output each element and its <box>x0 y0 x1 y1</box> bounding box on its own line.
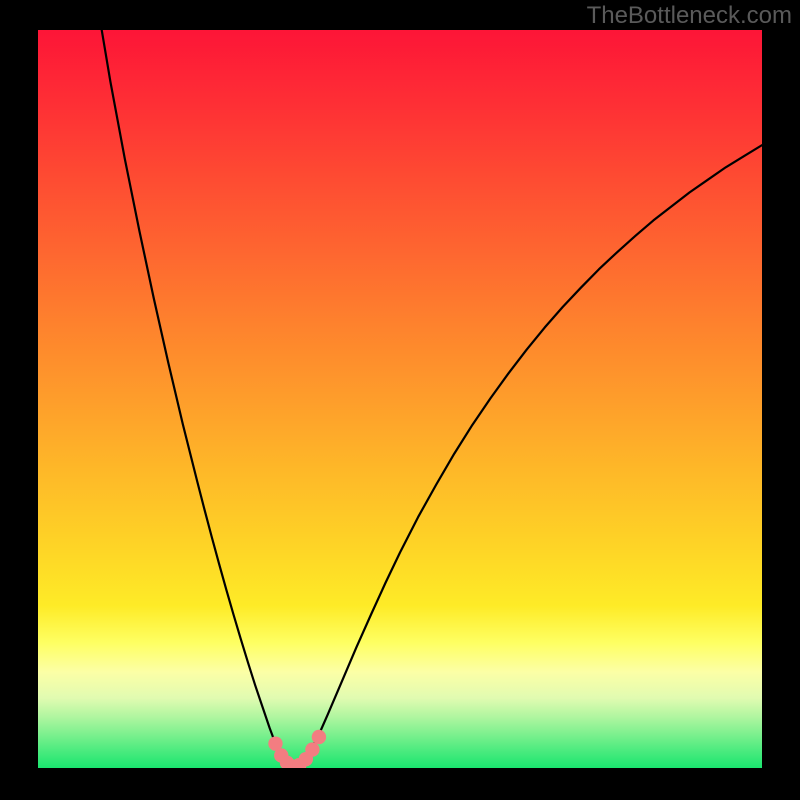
optimal-marker <box>312 730 326 744</box>
optimal-marker <box>305 742 319 756</box>
watermark-label: TheBottleneck.com <box>587 2 792 30</box>
plot-background <box>38 30 762 768</box>
chart-frame: TheBottleneck.com <box>0 0 800 800</box>
bottleneck-curve-chart <box>38 30 762 768</box>
